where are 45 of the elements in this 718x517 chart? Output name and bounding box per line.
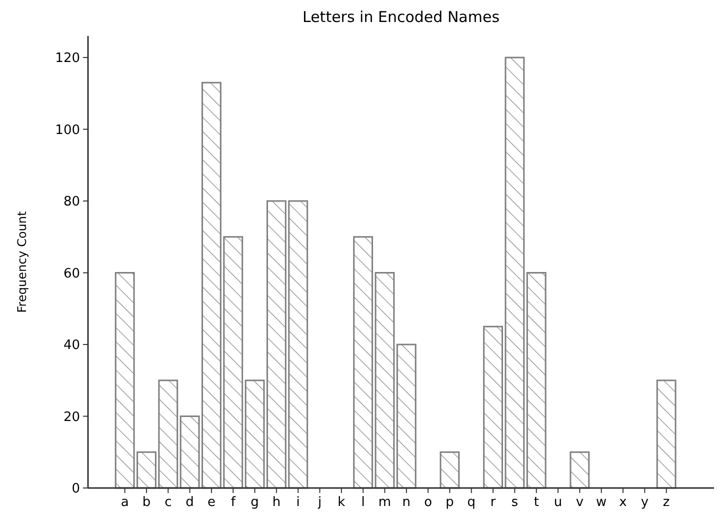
bar bbox=[504, 56, 525, 489]
y-tick-label: 60 bbox=[63, 266, 80, 282]
bar bbox=[656, 380, 676, 489]
x-tick-label: r bbox=[490, 495, 496, 510]
y-tick-label: 40 bbox=[63, 338, 80, 354]
x-tick-label: p bbox=[446, 495, 454, 510]
x-tick-label: c bbox=[164, 495, 172, 510]
bar bbox=[353, 236, 374, 489]
x-tick-label: d bbox=[186, 495, 194, 510]
y-tick-label: 120 bbox=[55, 51, 80, 66]
x-tick-label: s bbox=[511, 495, 518, 510]
x-tick-label: t bbox=[534, 495, 539, 510]
x-tick-label: n bbox=[402, 495, 411, 510]
x-tick-label: w bbox=[596, 495, 608, 510]
x-tick-label: x bbox=[619, 495, 628, 510]
x-tick-label: k bbox=[338, 495, 346, 510]
x-tick-label: b bbox=[142, 495, 151, 510]
bar bbox=[570, 451, 590, 489]
y-axis-title: Frequency Count bbox=[15, 210, 29, 313]
x-tick-label: m bbox=[378, 495, 392, 510]
chart-title: Letters in Encoded Names bbox=[302, 8, 500, 26]
bar bbox=[483, 326, 504, 489]
x-tick-label: o bbox=[424, 495, 432, 510]
y-tick-label: 80 bbox=[63, 194, 80, 210]
y-tick-label: 0 bbox=[72, 482, 80, 497]
x-tick-label: g bbox=[250, 495, 259, 510]
x-tick-label: u bbox=[554, 495, 562, 510]
x-tick-label: q bbox=[467, 495, 476, 510]
y-tick-label: 20 bbox=[63, 410, 80, 425]
bar bbox=[244, 380, 265, 489]
y-tick-label: 100 bbox=[55, 122, 80, 138]
x-tick-label: a bbox=[120, 495, 129, 510]
x-tick-label: i bbox=[296, 495, 300, 510]
bar bbox=[440, 451, 460, 489]
x-tick-label: f bbox=[230, 495, 236, 510]
x-tick-label: l bbox=[361, 495, 365, 510]
x-tick-label: h bbox=[272, 495, 281, 510]
bar bbox=[374, 272, 395, 489]
x-tick-label: v bbox=[576, 495, 584, 510]
x-tick-label: e bbox=[207, 495, 216, 510]
x-tick-label: z bbox=[662, 495, 670, 510]
x-tick-label: j bbox=[316, 495, 322, 510]
bar bbox=[396, 344, 416, 489]
bar bbox=[526, 272, 546, 489]
x-tick-label: y bbox=[640, 495, 649, 510]
